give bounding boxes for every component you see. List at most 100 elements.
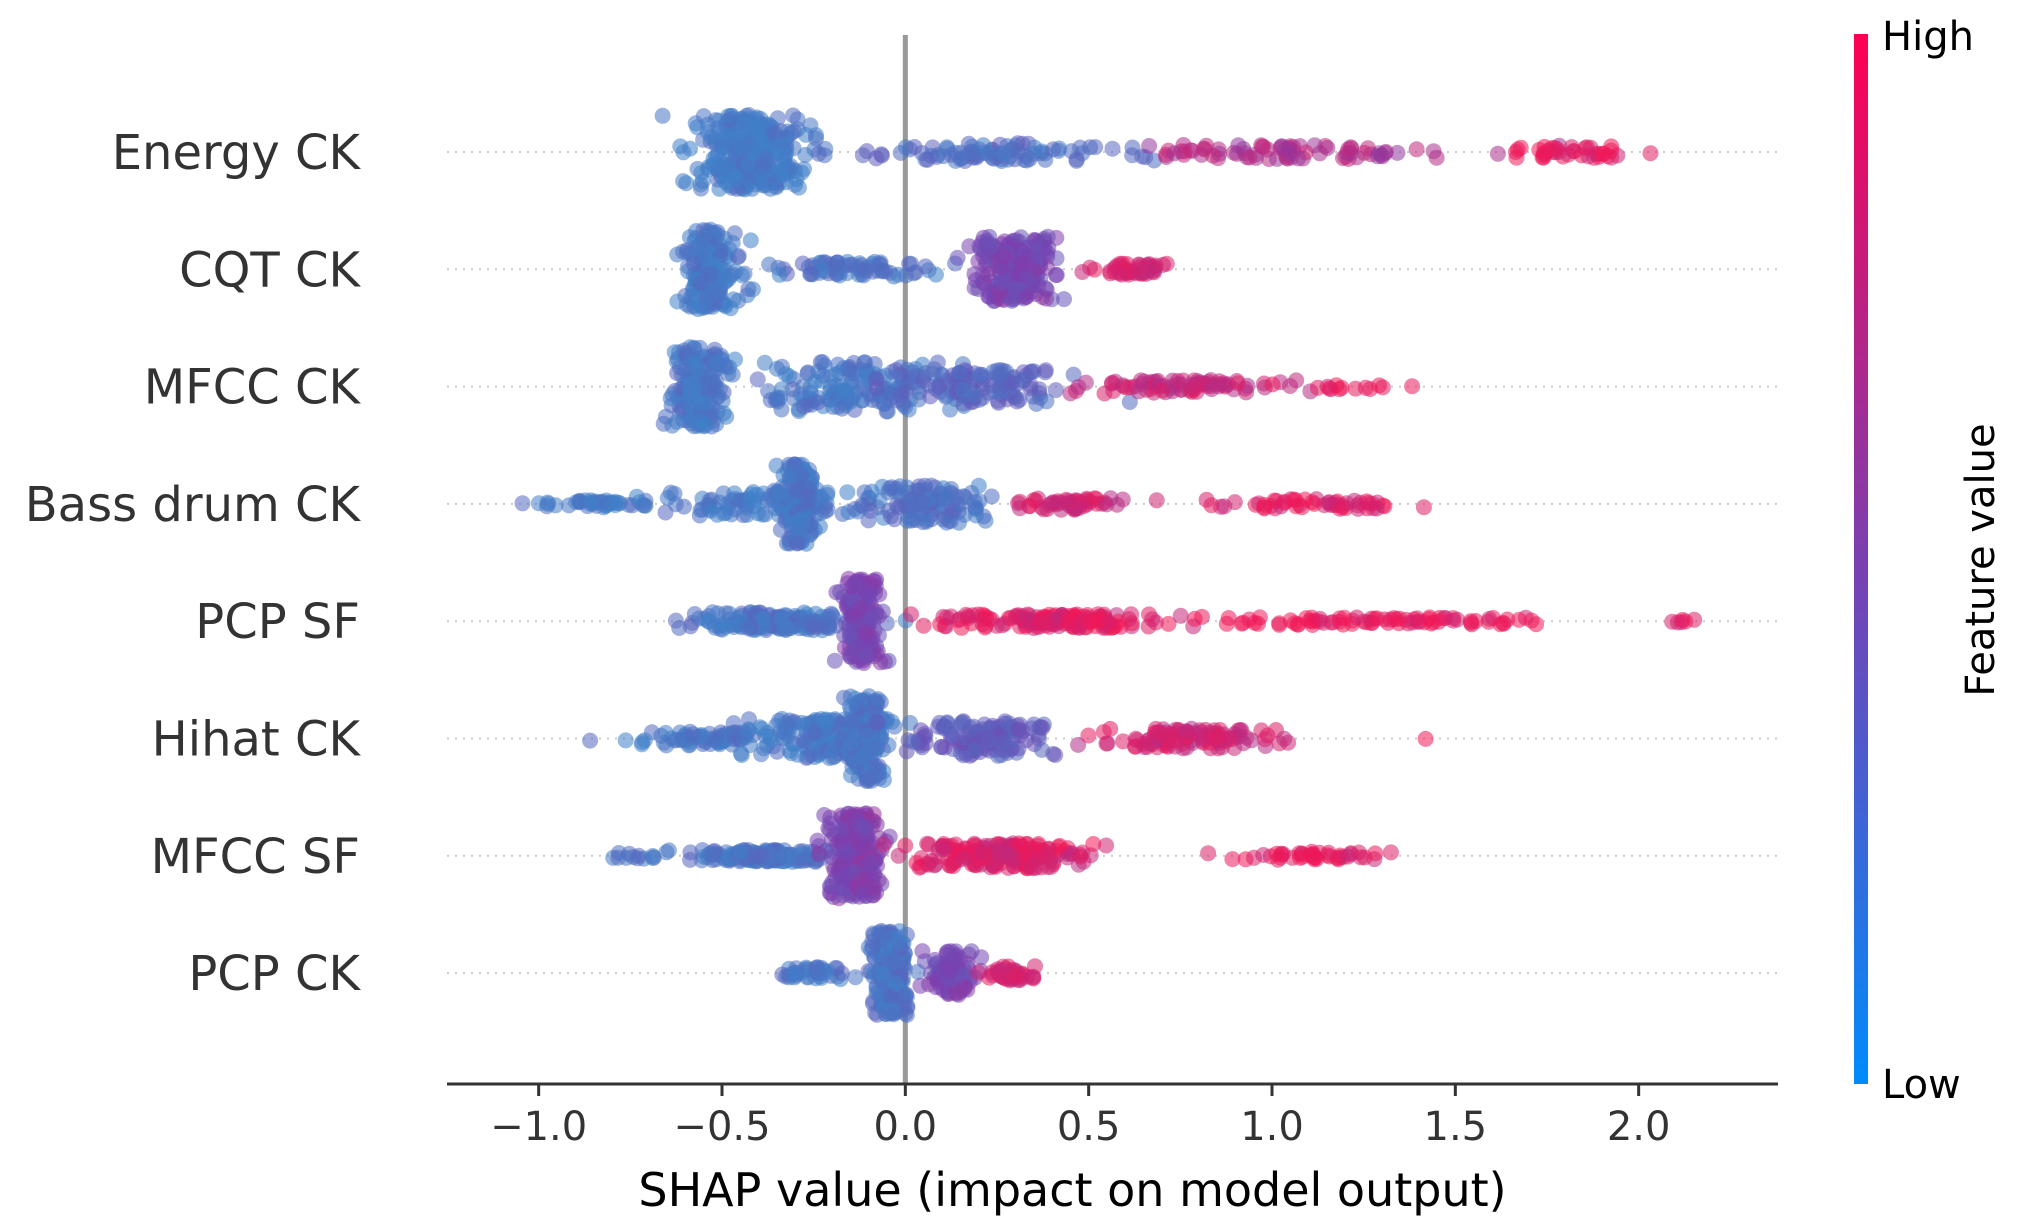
shap-point xyxy=(1147,614,1164,631)
shap-point xyxy=(906,139,923,155)
shap-point xyxy=(682,618,699,635)
shap-point xyxy=(715,485,732,502)
feature-label: Hihat CK xyxy=(152,712,362,768)
shap-point xyxy=(938,944,955,961)
shap-point xyxy=(1113,266,1130,283)
shap-point xyxy=(836,866,853,883)
shap-point xyxy=(942,401,959,418)
shap-point xyxy=(1276,730,1293,747)
feature-label: Bass drum CK xyxy=(25,477,362,533)
shap-point xyxy=(1178,723,1195,740)
shap-point xyxy=(971,366,988,383)
x-tick-label: 2.0 xyxy=(1607,1104,1671,1150)
shap-point xyxy=(834,400,850,417)
feature-points-group xyxy=(667,570,1703,671)
shap-point xyxy=(1082,139,1098,156)
shap-point xyxy=(1037,362,1054,379)
shap-point xyxy=(904,733,921,750)
shap-point xyxy=(756,354,773,371)
shap-point xyxy=(1025,860,1042,877)
shap-point xyxy=(1144,263,1161,280)
shap-point xyxy=(698,395,715,412)
shap-point xyxy=(1253,722,1270,739)
feature-label: MFCC CK xyxy=(144,360,362,416)
shap-point xyxy=(1304,846,1321,863)
shap-point xyxy=(854,147,871,164)
shap-point xyxy=(860,771,877,787)
feature-rows: Energy CK CQT CK MFCC CK Bass drum CK PCP SF… xyxy=(25,125,1778,1002)
shap-point xyxy=(1010,721,1027,738)
shap-point xyxy=(814,354,831,371)
shap-point xyxy=(1348,609,1365,626)
shap-point xyxy=(742,232,759,249)
shap-point xyxy=(1065,619,1082,635)
shap-point xyxy=(805,612,822,629)
shap-point xyxy=(1563,139,1580,156)
shap-point xyxy=(1133,372,1149,389)
shap-point xyxy=(676,498,692,515)
shap-point xyxy=(1357,379,1374,396)
shap-point xyxy=(996,713,1013,730)
shap-point xyxy=(995,734,1012,751)
shap-point xyxy=(810,145,827,162)
shap-point xyxy=(617,732,634,749)
shap-point xyxy=(1271,616,1288,633)
shap-point xyxy=(979,232,996,249)
shap-point xyxy=(853,497,870,514)
shap-point xyxy=(582,495,599,512)
shap-point xyxy=(682,140,699,157)
shap-point xyxy=(1019,271,1036,288)
shap-point xyxy=(813,504,830,521)
shap-point xyxy=(658,844,675,861)
shap-point xyxy=(897,383,914,400)
shap-point xyxy=(857,624,874,641)
shap-point xyxy=(762,180,779,197)
shap-point xyxy=(947,144,964,161)
shap-point xyxy=(682,851,699,868)
shap-point xyxy=(1024,969,1041,986)
shap-point xyxy=(868,150,885,167)
shap-point xyxy=(1166,145,1183,162)
shap-point xyxy=(1047,747,1064,763)
shap-point xyxy=(1050,142,1067,159)
shap-point xyxy=(975,137,992,154)
shap-point xyxy=(717,273,734,290)
shap-point xyxy=(702,221,719,238)
shap-point xyxy=(743,486,760,503)
shap-point xyxy=(753,847,770,864)
shap-point xyxy=(1004,292,1020,309)
colorbar-gradient xyxy=(1854,34,1868,1084)
shap-point xyxy=(707,373,724,390)
shap-point xyxy=(654,107,671,124)
shap-point xyxy=(890,934,907,951)
shap-point xyxy=(733,267,750,284)
shap-point xyxy=(908,855,925,871)
shap-point xyxy=(1173,381,1190,398)
shap-point xyxy=(1132,259,1149,276)
feature-label: PCP CK xyxy=(188,946,361,1002)
shap-point xyxy=(864,879,881,896)
shap-point xyxy=(990,845,1007,862)
shap-point xyxy=(927,380,944,397)
shap-point xyxy=(1085,836,1102,852)
shap-point xyxy=(697,298,714,315)
shap-point xyxy=(994,273,1011,290)
shap-point xyxy=(1462,613,1479,630)
shap-point xyxy=(1642,145,1659,162)
shap-point xyxy=(811,965,828,982)
shap-point xyxy=(1241,149,1258,166)
shap-point xyxy=(1082,259,1098,276)
shap-point xyxy=(1331,500,1348,517)
shap-point xyxy=(1047,267,1064,283)
shap-point xyxy=(999,138,1016,154)
shap-point xyxy=(1253,137,1270,154)
shap-point xyxy=(1306,495,1323,512)
shap-point xyxy=(914,943,931,960)
shap-point xyxy=(887,483,904,500)
shap-point xyxy=(864,939,881,956)
shap-point xyxy=(1216,498,1233,515)
shap-point xyxy=(1428,149,1445,166)
shap-point xyxy=(705,360,722,377)
shap-point xyxy=(1415,499,1432,516)
shap-point xyxy=(974,845,990,862)
